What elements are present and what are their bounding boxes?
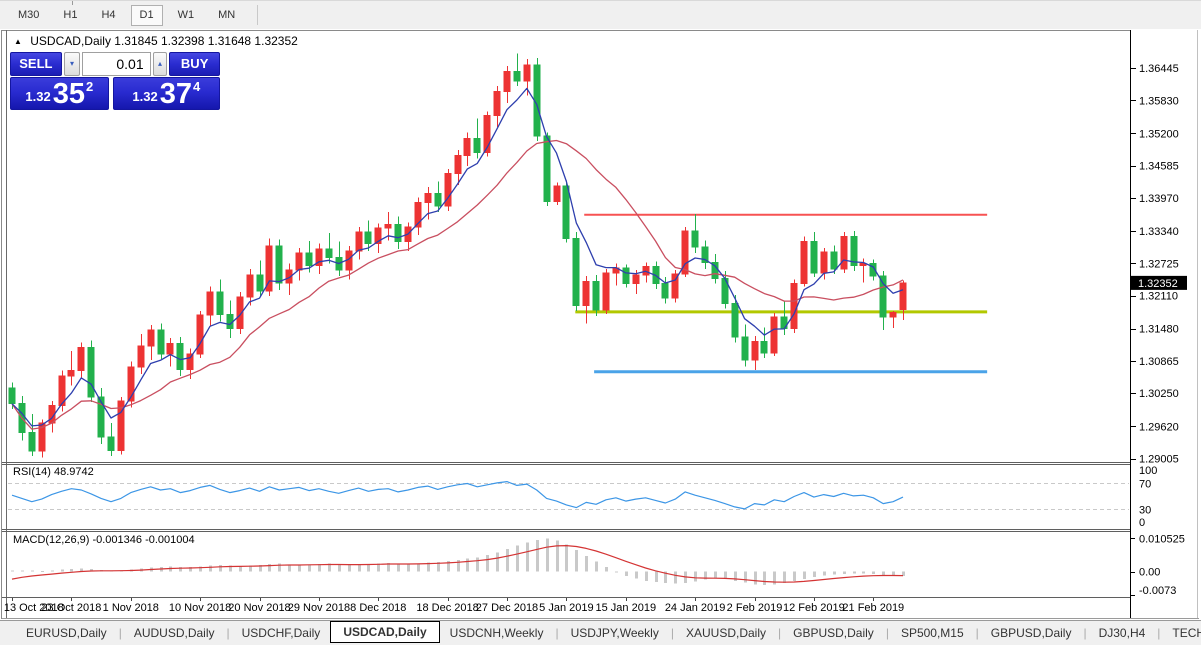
date-tick-label: 13 Oct 2018 <box>4 602 64 614</box>
price-tick-label: 1.29005 <box>1139 454 1179 466</box>
sell-price-prefix: 1.32 <box>25 89 51 104</box>
date-tick-label: 2 Feb 2019 <box>727 602 783 614</box>
buy-price-big: 37 <box>159 78 192 110</box>
date-tick-label: 8 Dec 2018 <box>350 602 406 614</box>
macd-label: MACD(12,26,9) -0.001346 -0.001004 <box>13 534 195 546</box>
sell-price-display[interactable]: 1.32 35 2 <box>10 77 109 110</box>
buy-button[interactable]: BUY <box>169 52 221 76</box>
price-tick-label: 1.35830 <box>1139 95 1179 107</box>
date-tick-label: 24 Jan 2019 <box>665 602 726 614</box>
timeframe-button-w1[interactable]: W1 <box>169 5 204 26</box>
timeframe-button-h4[interactable]: H4 <box>92 5 124 26</box>
date-tick-label: 10 Nov 2018 <box>169 602 231 614</box>
macd-scale-label: 0.00 <box>1139 567 1160 579</box>
rsi-level-label: 0 <box>1139 517 1145 529</box>
price-tick-label: 1.33970 <box>1139 193 1179 205</box>
macd-signal-line <box>11 545 904 583</box>
rsi-line <box>11 481 904 510</box>
one-click-trading-panel: SELL ▾ ▴ BUY 1.32 35 2 1.32 37 4 <box>10 52 221 110</box>
rsi-level-label: 70 <box>1139 479 1151 491</box>
date-tick-label: 21 Feb 2019 <box>842 602 904 614</box>
macd-histogram <box>11 538 905 585</box>
chart-tab-10[interactable]: DJ30,H4 <box>1098 626 1146 640</box>
timeframe-button-d1[interactable]: D1 <box>130 4 163 26</box>
volume-increase-button[interactable]: ▴ <box>152 52 168 76</box>
buy-price-prefix: 1.32 <box>132 89 158 104</box>
tab-separator: | <box>118 626 122 640</box>
chart-tab-2[interactable]: USDCHF,Daily <box>241 626 321 640</box>
current-price-label: 1.32352 <box>1138 278 1178 290</box>
rsi-label: RSI(14) 48.9742 <box>13 466 94 478</box>
buy-price-display[interactable]: 1.32 37 4 <box>112 77 220 110</box>
rsi-level-label: 30 <box>1139 505 1151 517</box>
date-tick-label: 27 Dec 2018 <box>476 602 538 614</box>
date-tick-label: 18 Dec 2018 <box>416 602 478 614</box>
chart-tab-8[interactable]: SP500,M15 <box>900 626 964 640</box>
price-tick-label: 1.34585 <box>1139 161 1179 173</box>
tab-separator: | <box>885 626 889 640</box>
macd-scale-label: -0.0073 <box>1139 585 1176 597</box>
date-tick-label: 1 Nov 2018 <box>103 602 159 614</box>
tab-separator: | <box>1083 626 1087 640</box>
chart-tab-1[interactable]: AUDUSD,Daily <box>133 626 215 640</box>
volume-decrease-button[interactable]: ▾ <box>63 52 81 76</box>
chart-title-symbol: USDCAD,Daily <box>30 34 111 48</box>
price-tick-label: 1.32725 <box>1139 258 1179 270</box>
ma-fast-line <box>11 87 904 427</box>
price-tick-label: 1.30250 <box>1139 388 1179 400</box>
sell-price-pip: 2 <box>85 79 94 94</box>
chart-title-ohlc: 1.31845 1.32398 1.31648 1.32352 <box>114 34 298 48</box>
price-tick-label: 1.35200 <box>1139 128 1179 140</box>
date-tick-label: 5 Jan 2019 <box>539 602 593 614</box>
chart-tab-5[interactable]: USDJPY,Weekly <box>570 626 659 640</box>
date-tick-label: 29 Nov 2018 <box>288 602 350 614</box>
pane-borders <box>1 30 1199 619</box>
timeframe-button-h1[interactable]: H1 <box>54 5 86 26</box>
price-tick-label: 1.30865 <box>1139 356 1179 368</box>
tab-separator: | <box>555 626 559 640</box>
sell-button[interactable]: SELL <box>10 52 62 76</box>
chart-tab-9[interactable]: GBPUSD,Daily <box>990 626 1072 640</box>
chart-tab-3[interactable]: USDCAD,Daily <box>330 620 440 643</box>
macd-scale-label: 0.010525 <box>1139 533 1185 545</box>
date-tick-label: 15 Jan 2019 <box>596 602 657 614</box>
date-tick-label: 12 Feb 2019 <box>783 602 845 614</box>
timeframe-button-m30[interactable]: M30 <box>9 5 48 26</box>
date-tick-label: 23 Oct 2018 <box>41 602 101 614</box>
buy-price-pip: 4 <box>192 79 201 94</box>
chart-tab-6[interactable]: XAUUSD,Daily <box>685 626 766 640</box>
date-tick-label: 20 Nov 2018 <box>228 602 290 614</box>
chart-tabbar: EURUSD,Daily | AUDUSD,Daily | USDCHF,Daily US… <box>0 620 1201 645</box>
ma-slow-line <box>11 139 904 430</box>
chart-tab-4[interactable]: USDCNH,Weekly <box>449 626 544 640</box>
price-tick-label: 1.36445 <box>1139 63 1179 75</box>
tab-separator: | <box>778 626 782 640</box>
price-tick-label: 1.32110 <box>1139 291 1178 303</box>
timeframe-button-mn[interactable]: MN <box>209 5 244 26</box>
tab-separator: | <box>975 626 979 640</box>
chart-title: ▲ USDCAD,Daily 1.31845 1.32398 1.31648 1… <box>14 34 298 48</box>
chart-tab-0[interactable]: EURUSD,Daily <box>26 626 107 640</box>
price-tick-label: 1.29620 <box>1139 421 1179 433</box>
volume-box <box>82 52 151 76</box>
volume-input[interactable] <box>83 53 150 75</box>
tab-separator: | <box>226 626 230 640</box>
tab-separator: | <box>1157 626 1161 640</box>
chart-tab-11[interactable]: TECH1 <box>1172 626 1201 640</box>
tab-separator: | <box>670 626 674 640</box>
toolbar-grip <box>72 1 73 5</box>
collapse-icon[interactable]: ▲ <box>14 37 22 46</box>
sell-price-big: 35 <box>52 78 85 110</box>
price-tick-label: 1.33340 <box>1139 226 1179 238</box>
timeframe-toolbar: M30 H1 H4 D1 W1 MN <box>0 0 1201 29</box>
toolbar-separator <box>257 5 259 25</box>
chart-tab-7[interactable]: GBPUSD,Daily <box>793 626 874 640</box>
rsi-level-label: 100 <box>1139 465 1157 477</box>
current-price-tag <box>1131 275 1187 290</box>
price-tick-label: 1.31480 <box>1139 324 1179 336</box>
